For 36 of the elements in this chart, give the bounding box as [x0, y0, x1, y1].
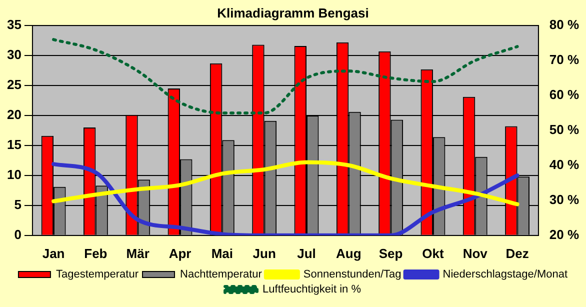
y2-tick-label: 20 % — [549, 226, 580, 242]
x-tick-label: Jul — [297, 246, 316, 261]
y2-tick-label: 50 % — [549, 122, 580, 138]
line-series — [52, 162, 520, 236]
legend-label: Luftfeuchtigkeit in % — [262, 284, 362, 296]
y2-tick-label: 60 % — [549, 87, 580, 102]
y-tick-label: 35 — [6, 17, 22, 32]
legend-label: Nachttemperatur — [180, 268, 262, 281]
y-tick-label: 5 — [14, 197, 22, 212]
x-tick-label: Sep — [378, 246, 403, 261]
x-tick-label: Mai — [211, 246, 234, 261]
legend-label: Sonnenstunden/Tag — [303, 268, 402, 281]
x-tick-label: Jun — [252, 246, 276, 261]
y-tick-label: 30 — [6, 47, 22, 62]
x-tick-label: Dez — [506, 246, 530, 261]
x-tick-label: Feb — [84, 246, 108, 261]
legend-label: Tagestemperatur — [56, 268, 139, 281]
line-series — [52, 38, 519, 115]
line-series — [52, 160, 520, 206]
x-tick-label: Okt — [422, 246, 444, 261]
y2-tick-label: 70 % — [549, 52, 580, 68]
x-tick-label: Mär — [126, 246, 150, 261]
x-tick-label: Apr — [168, 246, 192, 261]
legend-label: Niederschlagstage/Monat — [442, 268, 568, 281]
y-tick-label: 0 — [14, 226, 22, 242]
chart-title: Klimadiagramm Bengasi — [217, 5, 369, 20]
x-tick-label: Aug — [336, 246, 362, 261]
y2-tick-label: 40 % — [549, 157, 580, 172]
y2-tick-label: 30 % — [549, 192, 580, 208]
x-tick-label: Jan — [42, 246, 65, 261]
y-tick-label: 25 — [6, 77, 22, 92]
y-tick-label: 10 — [6, 167, 22, 182]
y-tick-label: 20 — [6, 107, 22, 122]
y-tick-label: 15 — [6, 137, 22, 152]
y2-tick-label: 80 % — [549, 17, 580, 32]
x-tick-label: Nov — [462, 246, 488, 261]
